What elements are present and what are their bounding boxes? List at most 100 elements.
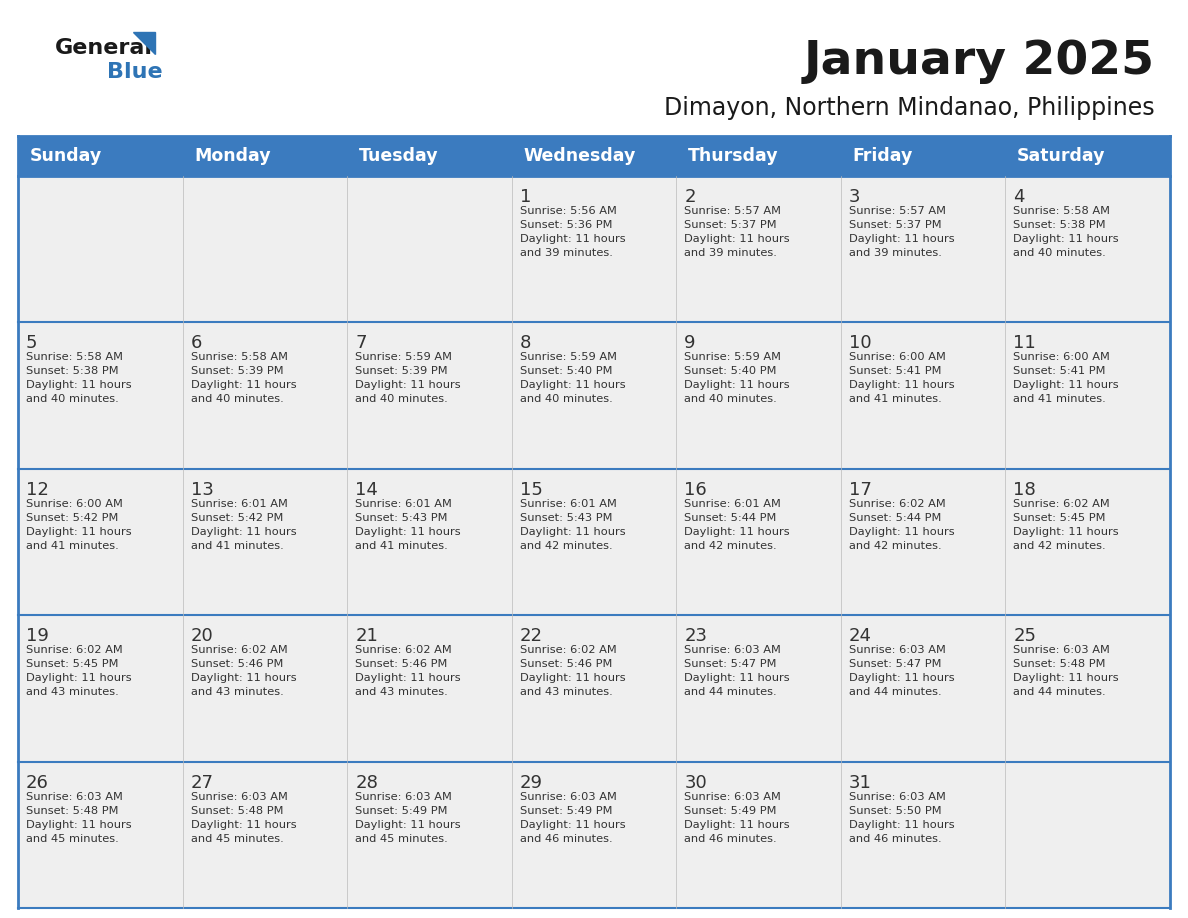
Bar (676, 469, 841, 615)
Text: 28: 28 (355, 774, 378, 791)
Text: Sunrise: 6:03 AM
Sunset: 5:47 PM
Daylight: 11 hours
and 44 minutes.: Sunrise: 6:03 AM Sunset: 5:47 PM Dayligh… (684, 645, 790, 697)
Text: Sunrise: 6:02 AM
Sunset: 5:44 PM
Daylight: 11 hours
and 42 minutes.: Sunrise: 6:02 AM Sunset: 5:44 PM Dayligh… (849, 498, 954, 551)
Text: Sunrise: 6:03 AM
Sunset: 5:49 PM
Daylight: 11 hours
and 45 minutes.: Sunrise: 6:03 AM Sunset: 5:49 PM Dayligh… (355, 791, 461, 844)
Polygon shape (133, 32, 154, 54)
Text: 27: 27 (190, 774, 214, 791)
Bar (841, 615, 1005, 762)
Bar (1005, 469, 1170, 615)
Text: Sunrise: 5:58 AM
Sunset: 5:38 PM
Daylight: 11 hours
and 40 minutes.: Sunrise: 5:58 AM Sunset: 5:38 PM Dayligh… (26, 353, 132, 405)
Bar (183, 615, 347, 762)
Text: Sunrise: 6:02 AM
Sunset: 5:45 PM
Daylight: 11 hours
and 42 minutes.: Sunrise: 6:02 AM Sunset: 5:45 PM Dayligh… (1013, 498, 1119, 551)
Text: 26: 26 (26, 774, 49, 791)
Text: Monday: Monday (194, 147, 271, 165)
Bar (1005, 176, 1170, 322)
Text: Sunrise: 6:02 AM
Sunset: 5:46 PM
Daylight: 11 hours
and 43 minutes.: Sunrise: 6:02 AM Sunset: 5:46 PM Dayligh… (355, 645, 461, 697)
Bar (1005, 762, 1170, 908)
Text: 30: 30 (684, 774, 707, 791)
Text: 4: 4 (1013, 188, 1025, 206)
Text: Sunrise: 6:03 AM
Sunset: 5:49 PM
Daylight: 11 hours
and 46 minutes.: Sunrise: 6:03 AM Sunset: 5:49 PM Dayligh… (684, 791, 790, 844)
Bar (1005, 615, 1170, 762)
Bar (347, 615, 512, 762)
Text: Saturday: Saturday (1017, 147, 1106, 165)
Bar (18, 762, 183, 908)
Text: Sunrise: 5:59 AM
Sunset: 5:39 PM
Daylight: 11 hours
and 40 minutes.: Sunrise: 5:59 AM Sunset: 5:39 PM Dayligh… (355, 353, 461, 405)
Text: 19: 19 (26, 627, 49, 645)
Bar (183, 469, 347, 615)
Text: 23: 23 (684, 627, 707, 645)
Bar (18, 176, 183, 322)
Text: Sunrise: 5:59 AM
Sunset: 5:40 PM
Daylight: 11 hours
and 40 minutes.: Sunrise: 5:59 AM Sunset: 5:40 PM Dayligh… (519, 353, 625, 405)
Text: Sunrise: 5:58 AM
Sunset: 5:39 PM
Daylight: 11 hours
and 40 minutes.: Sunrise: 5:58 AM Sunset: 5:39 PM Dayligh… (190, 353, 296, 405)
Text: Sunrise: 6:03 AM
Sunset: 5:48 PM
Daylight: 11 hours
and 44 minutes.: Sunrise: 6:03 AM Sunset: 5:48 PM Dayligh… (1013, 645, 1119, 697)
Bar (841, 322, 1005, 469)
Text: 9: 9 (684, 334, 696, 353)
Text: 7: 7 (355, 334, 367, 353)
Text: Sunrise: 6:01 AM
Sunset: 5:42 PM
Daylight: 11 hours
and 41 minutes.: Sunrise: 6:01 AM Sunset: 5:42 PM Dayligh… (190, 498, 296, 551)
Bar (841, 176, 1005, 322)
Text: Sunrise: 5:57 AM
Sunset: 5:37 PM
Daylight: 11 hours
and 39 minutes.: Sunrise: 5:57 AM Sunset: 5:37 PM Dayligh… (684, 206, 790, 258)
Bar (676, 762, 841, 908)
Bar (512, 615, 676, 762)
Text: January 2025: January 2025 (804, 39, 1155, 84)
Text: Sunrise: 5:59 AM
Sunset: 5:40 PM
Daylight: 11 hours
and 40 minutes.: Sunrise: 5:59 AM Sunset: 5:40 PM Dayligh… (684, 353, 790, 405)
Text: Sunrise: 6:00 AM
Sunset: 5:42 PM
Daylight: 11 hours
and 41 minutes.: Sunrise: 6:00 AM Sunset: 5:42 PM Dayligh… (26, 498, 132, 551)
Text: Blue: Blue (107, 62, 163, 82)
Text: 6: 6 (190, 334, 202, 353)
Bar (183, 322, 347, 469)
Bar (512, 322, 676, 469)
Text: Sunrise: 6:01 AM
Sunset: 5:43 PM
Daylight: 11 hours
and 41 minutes.: Sunrise: 6:01 AM Sunset: 5:43 PM Dayligh… (355, 498, 461, 551)
Text: 17: 17 (849, 481, 872, 498)
Bar (676, 176, 841, 322)
Text: Sunrise: 6:03 AM
Sunset: 5:49 PM
Daylight: 11 hours
and 46 minutes.: Sunrise: 6:03 AM Sunset: 5:49 PM Dayligh… (519, 791, 625, 844)
Bar (183, 762, 347, 908)
Bar (18, 136, 1170, 176)
Bar (512, 176, 676, 322)
Bar (18, 469, 183, 615)
Text: Sunrise: 6:00 AM
Sunset: 5:41 PM
Daylight: 11 hours
and 41 minutes.: Sunrise: 6:00 AM Sunset: 5:41 PM Dayligh… (849, 353, 954, 405)
Text: 13: 13 (190, 481, 214, 498)
Text: General: General (55, 38, 153, 58)
Bar (841, 469, 1005, 615)
Bar (512, 762, 676, 908)
Text: 16: 16 (684, 481, 707, 498)
Text: Sunday: Sunday (30, 147, 102, 165)
Bar (183, 176, 347, 322)
Text: 10: 10 (849, 334, 872, 353)
Text: Dimayon, Northern Mindanao, Philippines: Dimayon, Northern Mindanao, Philippines (664, 96, 1155, 120)
Text: Friday: Friday (852, 147, 912, 165)
Text: Sunrise: 6:00 AM
Sunset: 5:41 PM
Daylight: 11 hours
and 41 minutes.: Sunrise: 6:00 AM Sunset: 5:41 PM Dayligh… (1013, 353, 1119, 405)
Bar (347, 469, 512, 615)
Text: Sunrise: 6:01 AM
Sunset: 5:43 PM
Daylight: 11 hours
and 42 minutes.: Sunrise: 6:01 AM Sunset: 5:43 PM Dayligh… (519, 498, 625, 551)
Text: 21: 21 (355, 627, 378, 645)
Text: 8: 8 (519, 334, 531, 353)
Text: Sunrise: 6:03 AM
Sunset: 5:47 PM
Daylight: 11 hours
and 44 minutes.: Sunrise: 6:03 AM Sunset: 5:47 PM Dayligh… (849, 645, 954, 697)
Text: Tuesday: Tuesday (359, 147, 438, 165)
Text: Sunrise: 5:58 AM
Sunset: 5:38 PM
Daylight: 11 hours
and 40 minutes.: Sunrise: 5:58 AM Sunset: 5:38 PM Dayligh… (1013, 206, 1119, 258)
Text: Thursday: Thursday (688, 147, 778, 165)
Text: 15: 15 (519, 481, 543, 498)
Text: Sunrise: 6:03 AM
Sunset: 5:50 PM
Daylight: 11 hours
and 46 minutes.: Sunrise: 6:03 AM Sunset: 5:50 PM Dayligh… (849, 791, 954, 844)
Text: Sunrise: 6:03 AM
Sunset: 5:48 PM
Daylight: 11 hours
and 45 minutes.: Sunrise: 6:03 AM Sunset: 5:48 PM Dayligh… (26, 791, 132, 844)
Bar (676, 322, 841, 469)
Bar (347, 762, 512, 908)
Text: Sunrise: 6:01 AM
Sunset: 5:44 PM
Daylight: 11 hours
and 42 minutes.: Sunrise: 6:01 AM Sunset: 5:44 PM Dayligh… (684, 498, 790, 551)
Text: 1: 1 (519, 188, 531, 206)
Text: 14: 14 (355, 481, 378, 498)
Text: 2: 2 (684, 188, 696, 206)
Text: Sunrise: 6:02 AM
Sunset: 5:45 PM
Daylight: 11 hours
and 43 minutes.: Sunrise: 6:02 AM Sunset: 5:45 PM Dayligh… (26, 645, 132, 697)
Bar (676, 615, 841, 762)
Bar (841, 762, 1005, 908)
Text: 11: 11 (1013, 334, 1036, 353)
Bar (18, 615, 183, 762)
Text: 5: 5 (26, 334, 38, 353)
Text: Sunrise: 5:57 AM
Sunset: 5:37 PM
Daylight: 11 hours
and 39 minutes.: Sunrise: 5:57 AM Sunset: 5:37 PM Dayligh… (849, 206, 954, 258)
Bar (1005, 322, 1170, 469)
Bar (347, 176, 512, 322)
Text: Wednesday: Wednesday (523, 147, 636, 165)
Text: 20: 20 (190, 627, 214, 645)
Text: Sunrise: 6:02 AM
Sunset: 5:46 PM
Daylight: 11 hours
and 43 minutes.: Sunrise: 6:02 AM Sunset: 5:46 PM Dayligh… (190, 645, 296, 697)
Text: Sunrise: 5:56 AM
Sunset: 5:36 PM
Daylight: 11 hours
and 39 minutes.: Sunrise: 5:56 AM Sunset: 5:36 PM Dayligh… (519, 206, 625, 258)
Text: 25: 25 (1013, 627, 1036, 645)
Text: 3: 3 (849, 188, 860, 206)
Bar (512, 469, 676, 615)
